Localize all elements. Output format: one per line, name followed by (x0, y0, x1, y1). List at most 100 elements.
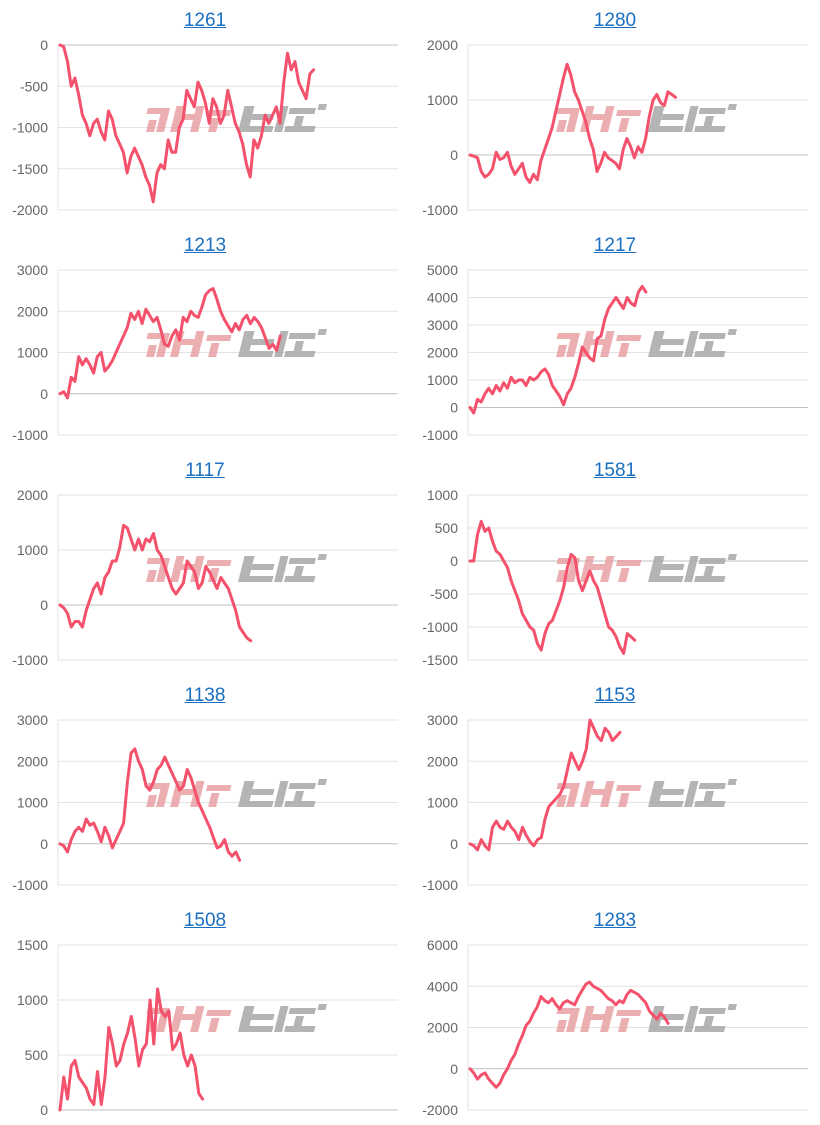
line-chart: 2000 1000 0 -1000 (12, 487, 398, 668)
chart-title-link[interactable]: 1153 (594, 685, 636, 706)
chart-panel: 2000 1000 0 -1000 1280 (410, 0, 820, 225)
series-line (468, 718, 622, 852)
y-tick-label: 1000 (427, 92, 458, 108)
y-tick-label: 1000 (17, 345, 48, 361)
line-chart: 3000 2000 1000 0 -1000 (12, 262, 398, 443)
chart-panel: 5000 4000 3000 2000 1000 0 -1000 1217 (410, 225, 820, 450)
y-tick-label: -1500 (12, 161, 48, 177)
y-tick-label: -1000 (12, 652, 48, 668)
series-line (468, 519, 637, 655)
line-chart: 3000 2000 1000 0 -1000 (12, 712, 398, 893)
y-tick-label: 1000 (427, 487, 458, 503)
y-tick-label: 2000 (427, 37, 458, 53)
y-tick-label: -500 (430, 586, 458, 602)
y-tick-label: 2000 (17, 753, 48, 769)
y-tick-label: -1000 (12, 427, 48, 443)
y-tick-label: 3000 (427, 317, 458, 333)
line-chart: 0 -500 -1000 -1500 -2000 (12, 37, 398, 218)
chart-title: 1261 (0, 10, 410, 32)
y-tick-label: -2000 (422, 1102, 458, 1118)
series-line (58, 287, 282, 400)
series-line (468, 980, 670, 1089)
y-tick-label: 1000 (17, 542, 48, 558)
chart-title: 1581 (410, 460, 820, 482)
y-tick-label: 500 (25, 1047, 49, 1063)
chart-panel: 0 -500 -1000 -1500 -2000 1261 (0, 0, 410, 225)
y-tick-label: 2000 (17, 487, 48, 503)
line-chart: 1500 1000 500 0 (17, 937, 398, 1118)
y-tick-label: 0 (450, 836, 458, 852)
line-chart: 5000 4000 3000 2000 1000 0 -1000 (422, 262, 808, 443)
y-tick-label: 2000 (427, 345, 458, 361)
line-chart: 6000 4000 2000 0 -2000 (422, 937, 808, 1118)
y-tick-label: -500 (20, 78, 48, 94)
chart-title-link[interactable]: 1280 (593, 10, 637, 31)
y-tick-label: 0 (40, 597, 48, 613)
series-line (58, 523, 253, 643)
watermark-logo (146, 554, 328, 582)
chart-panel: 3000 2000 1000 0 -1000 1213 (0, 225, 410, 450)
watermark-logo (146, 779, 328, 807)
y-tick-label: -1000 (422, 877, 458, 893)
series-line (468, 62, 677, 184)
chart-title: 1508 (0, 910, 410, 932)
chart-panel: 1500 1000 500 0 1508 (0, 900, 410, 1125)
y-tick-label: 2000 (427, 753, 458, 769)
chart-title-link[interactable]: 1283 (593, 910, 637, 931)
chart-title: 1117 (0, 460, 410, 482)
chart-title-link[interactable]: 1213 (183, 235, 227, 256)
chart-panel: 1000 500 0 -500 -1000 -1500 1581 (410, 450, 820, 675)
chart-title: 1153 (410, 685, 820, 707)
watermark-logo (556, 104, 738, 132)
y-tick-label: 0 (40, 836, 48, 852)
y-tick-label: 0 (450, 553, 458, 569)
y-tick-label: 5000 (427, 262, 458, 278)
series-line (58, 987, 205, 1112)
y-tick-label: -1000 (422, 619, 458, 635)
chart-panel: 3000 2000 1000 0 -1000 1138 (0, 675, 410, 900)
y-tick-label: -1000 (422, 427, 458, 443)
chart-title: 1217 (410, 235, 820, 257)
chart-title-link[interactable]: 1117 (185, 460, 225, 481)
chart-title: 1138 (0, 685, 410, 707)
y-tick-label: 0 (450, 400, 458, 416)
y-tick-label: 4000 (427, 290, 458, 306)
chart-title-link[interactable]: 1581 (593, 460, 637, 481)
line-chart: 2000 1000 0 -1000 (422, 37, 808, 218)
chart-title-link[interactable]: 1508 (183, 910, 227, 931)
y-tick-label: -2000 (12, 202, 48, 218)
y-tick-label: -1000 (422, 202, 458, 218)
y-tick-label: -1500 (422, 652, 458, 668)
y-tick-label: 1000 (17, 795, 48, 811)
y-tick-label: 1000 (17, 992, 48, 1008)
chart-panel: 3000 2000 1000 0 -1000 1153 (410, 675, 820, 900)
chart-title: 1213 (0, 235, 410, 257)
line-chart: 1000 500 0 -500 -1000 -1500 (422, 487, 808, 668)
chart-title: 1280 (410, 10, 820, 32)
y-tick-label: -1000 (12, 877, 48, 893)
y-tick-label: 2000 (17, 303, 48, 319)
chart-panel: 6000 4000 2000 0 -2000 1283 (410, 900, 820, 1125)
y-tick-label: 0 (40, 37, 48, 53)
chart-title-link[interactable]: 1138 (184, 685, 226, 706)
series-line (58, 43, 316, 204)
y-tick-label: 1000 (427, 795, 458, 811)
chart-title-link[interactable]: 1261 (183, 10, 227, 31)
chart-panel: 2000 1000 0 -1000 1117 (0, 450, 410, 675)
y-tick-label: 3000 (17, 712, 48, 728)
y-tick-label: -1000 (12, 120, 48, 136)
y-tick-label: 3000 (427, 712, 458, 728)
y-tick-label: 0 (450, 147, 458, 163)
chart-title: 1283 (410, 910, 820, 932)
line-chart: 3000 2000 1000 0 -1000 (422, 712, 808, 893)
y-tick-label: 0 (40, 1102, 48, 1118)
series-line (58, 747, 242, 862)
chart-title-link[interactable]: 1217 (593, 235, 637, 256)
y-tick-label: 1000 (427, 372, 458, 388)
y-tick-label: 3000 (17, 262, 48, 278)
y-tick-label: 1500 (17, 937, 48, 953)
y-tick-label: 6000 (427, 937, 458, 953)
y-tick-label: 4000 (427, 978, 458, 994)
y-tick-label: 500 (435, 520, 459, 536)
watermark-logo (146, 329, 328, 357)
